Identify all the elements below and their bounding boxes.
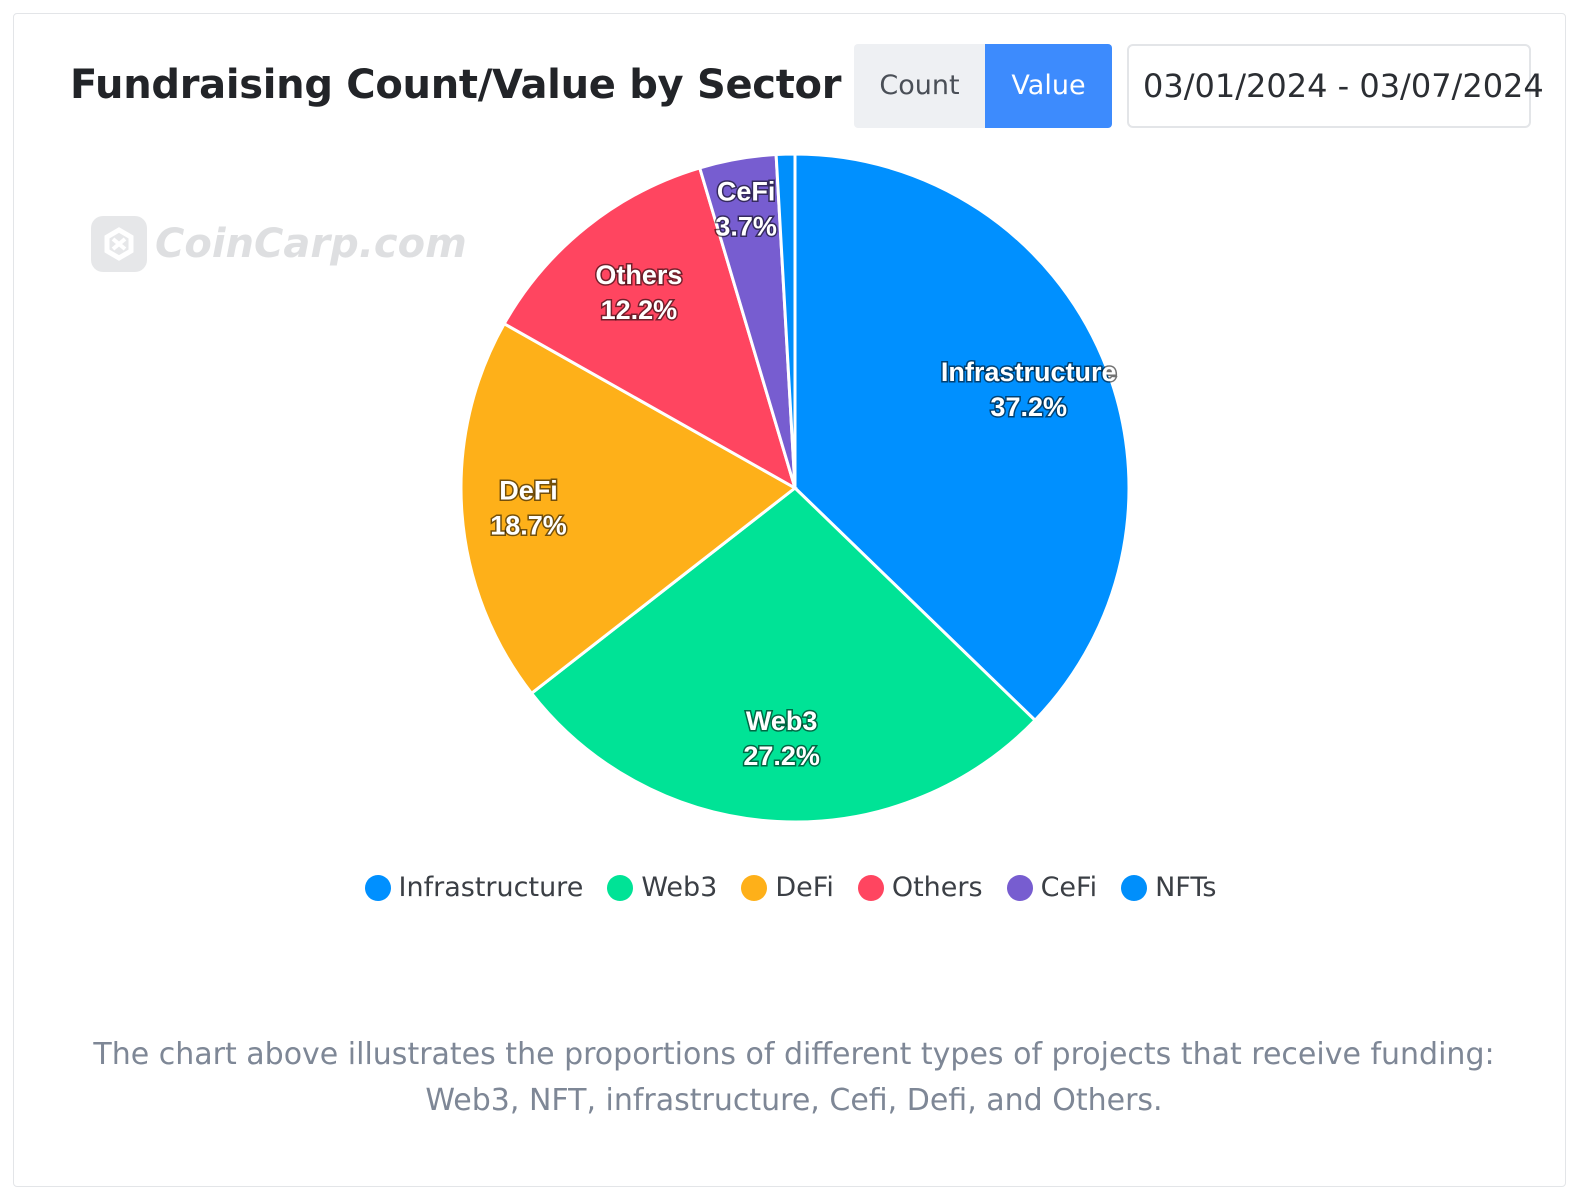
legend-marker-icon [741,874,768,901]
legend-marker-icon [364,874,391,901]
legend-marker-icon [607,874,634,901]
pie-slice-nfts[interactable] [774,152,797,489]
legend-label: Infrastructure [398,872,584,903]
chart-description: The chart above illustrates the proporti… [93,1037,1495,1118]
slice-label-percent: 18.7% [490,511,567,541]
slice-label-percent: 37.2% [990,392,1067,422]
legend-item-nfts[interactable]: NFTs [1121,872,1216,903]
chart-card: Fundraising Count/Value by Sector Count … [13,13,1566,1187]
count-toggle-button[interactable]: Count [854,44,985,128]
slice-label-name: Web3 [746,706,818,736]
slice-label-name: Infrastructure [941,357,1117,387]
date-range-input[interactable]: 03/01/2024 - 03/07/2024 [1127,44,1544,128]
legend-item-web3[interactable]: Web3 [607,872,717,903]
legend-item-cefi[interactable]: CeFi [1006,872,1098,903]
legend-marker-icon [1006,874,1033,901]
slice-label-name: DeFi [499,476,558,506]
chart-legend: Infrastructure Web3 DeFi Others CeFi NFTs [14,872,1567,903]
coincarp-logo-icon [91,216,147,272]
slice-label-percent: 12.2% [601,295,678,325]
slice-label-percent: 3.7% [715,211,777,241]
legend-item-infrastructure[interactable]: Infrastructure [364,872,584,903]
legend-label: DeFi [775,872,834,903]
legend-label: NFTs [1155,872,1217,903]
legend-label: Others [891,872,983,903]
pie-slice-defi[interactable] [459,321,798,696]
slice-label-name: CeFi [717,176,776,206]
pie-chart: Infrastructure 37.2% Web3 27.2% DeFi 18.7% Oth… [459,152,1131,824]
watermark: CoinCarp.com [91,216,467,272]
legend-item-defi[interactable]: DeFi [741,872,834,903]
count-value-toggle: Count Value [854,44,1112,128]
slice-label-name: Others [595,260,682,290]
pie-slice-web3[interactable] [529,486,1038,824]
pie-slice-infrastructure[interactable] [793,152,1131,723]
value-toggle-button[interactable]: Value [985,44,1112,128]
legend-marker-icon [857,874,884,901]
legend-label: CeFi [1040,872,1098,903]
legend-item-others[interactable]: Others [857,872,983,903]
legend-label: Web3 [641,872,718,903]
chart-title: Fundraising Count/Value by Sector [70,62,842,108]
watermark-text: CoinCarp.com [155,221,467,267]
slice-label-percent: 27.2% [743,741,820,771]
legend-marker-icon [1121,874,1148,901]
